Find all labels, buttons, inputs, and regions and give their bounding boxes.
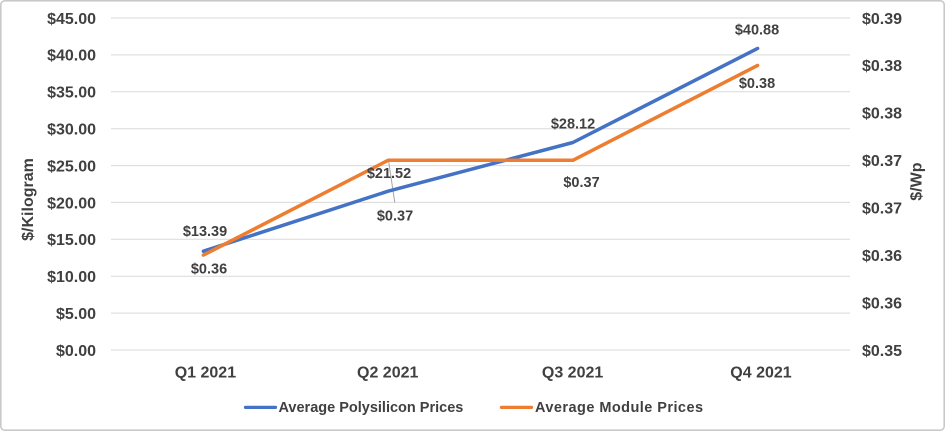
svg-text:Average Module Prices: Average Module Prices bbox=[535, 400, 703, 416]
svg-text:$0.38: $0.38 bbox=[862, 58, 902, 75]
svg-text:$30.00: $30.00 bbox=[47, 122, 96, 139]
svg-text:$0.36: $0.36 bbox=[191, 261, 227, 277]
svg-text:Q1 2021: Q1 2021 bbox=[175, 364, 236, 381]
svg-text:$10.00: $10.00 bbox=[47, 269, 96, 286]
svg-text:$0.36: $0.36 bbox=[862, 295, 902, 312]
svg-text:$13.39: $13.39 bbox=[183, 224, 227, 240]
svg-text:$0.38: $0.38 bbox=[739, 76, 775, 92]
svg-text:$21.52: $21.52 bbox=[367, 166, 411, 182]
svg-text:$/Kilogram: $/Kilogram bbox=[20, 158, 37, 241]
svg-text:$0.37: $0.37 bbox=[862, 201, 902, 218]
svg-text:$40.00: $40.00 bbox=[47, 48, 96, 65]
svg-text:$0.39: $0.39 bbox=[862, 11, 902, 28]
svg-text:$28.12: $28.12 bbox=[551, 116, 595, 132]
svg-text:$0.35: $0.35 bbox=[862, 343, 902, 360]
svg-text:Q2 2021: Q2 2021 bbox=[357, 364, 418, 381]
svg-text:$45.00: $45.00 bbox=[47, 11, 96, 28]
svg-text:$0.36: $0.36 bbox=[862, 248, 902, 265]
svg-text:Q4 2021: Q4 2021 bbox=[730, 364, 791, 381]
svg-text:$0.37: $0.37 bbox=[377, 208, 413, 224]
svg-text:$0.00: $0.00 bbox=[56, 343, 96, 360]
svg-text:$0.37: $0.37 bbox=[563, 175, 599, 191]
svg-text:$40.88: $40.88 bbox=[735, 22, 779, 38]
svg-text:$20.00: $20.00 bbox=[47, 195, 96, 212]
svg-text:$35.00: $35.00 bbox=[47, 85, 96, 102]
svg-text:$15.00: $15.00 bbox=[47, 232, 96, 249]
svg-text:$0.37: $0.37 bbox=[862, 153, 902, 170]
svg-text:Average Polysilicon Prices: Average Polysilicon Prices bbox=[279, 400, 464, 416]
svg-text:$5.00: $5.00 bbox=[56, 306, 96, 323]
svg-text:$/Wp: $/Wp bbox=[909, 162, 926, 200]
svg-text:$0.38: $0.38 bbox=[862, 106, 902, 123]
svg-text:$25.00: $25.00 bbox=[47, 158, 96, 175]
svg-text:Q3 2021: Q3 2021 bbox=[542, 364, 603, 381]
